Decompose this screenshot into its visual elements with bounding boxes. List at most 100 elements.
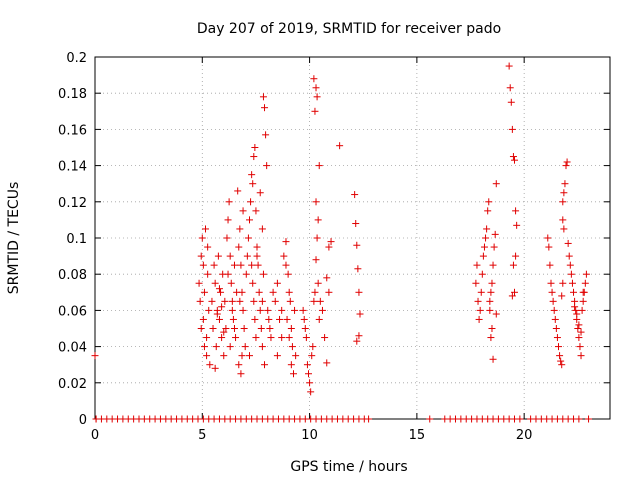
data-point xyxy=(253,243,261,251)
data-point xyxy=(223,234,231,242)
data-point xyxy=(220,328,228,336)
data-point xyxy=(214,252,222,260)
data-point xyxy=(305,370,313,378)
y-tick-label: 0.04 xyxy=(58,341,87,356)
data-point xyxy=(239,207,247,215)
y-tick-label: 0.18 xyxy=(58,87,87,102)
data-point xyxy=(474,297,482,305)
data-point xyxy=(483,225,491,233)
data-point xyxy=(213,310,221,318)
data-point xyxy=(234,187,242,195)
data-point xyxy=(256,306,264,314)
y-tick-label: 0.2 xyxy=(66,51,87,66)
data-point xyxy=(218,334,226,342)
data-point xyxy=(512,252,520,260)
data-point xyxy=(356,310,364,318)
data-point xyxy=(285,334,293,342)
plot-frame xyxy=(94,56,611,420)
data-point xyxy=(566,261,574,269)
data-point xyxy=(287,361,295,369)
data-point xyxy=(259,93,267,101)
data-point xyxy=(506,84,514,92)
data-point xyxy=(551,315,559,323)
data-point xyxy=(238,352,246,360)
data-point xyxy=(548,288,556,296)
data-point xyxy=(307,388,315,396)
data-point xyxy=(242,270,250,278)
data-point xyxy=(208,297,216,305)
data-point xyxy=(203,334,211,342)
data-point xyxy=(221,297,229,305)
data-point xyxy=(225,198,233,206)
data-point xyxy=(354,265,362,273)
data-point xyxy=(316,297,324,305)
data-point xyxy=(567,270,575,278)
data-point xyxy=(195,279,203,287)
data-point xyxy=(256,189,264,197)
data-point xyxy=(308,352,316,360)
data-point xyxy=(235,361,243,369)
data-point xyxy=(511,156,519,164)
x-tick-label: 0 xyxy=(91,428,99,443)
data-point xyxy=(355,288,363,296)
data-point xyxy=(246,216,253,224)
data-point xyxy=(559,279,567,287)
data-point xyxy=(508,292,516,300)
data-point xyxy=(204,243,212,251)
data-point xyxy=(353,241,361,249)
data-point xyxy=(556,352,564,360)
data-point xyxy=(313,234,321,242)
data-point xyxy=(476,306,484,314)
x-tick-label: 5 xyxy=(198,428,206,443)
data-point xyxy=(570,288,578,296)
data-point xyxy=(91,352,99,360)
data-point xyxy=(489,355,497,363)
data-point xyxy=(259,270,267,278)
data-point xyxy=(228,297,236,305)
data-point xyxy=(200,343,208,351)
data-point xyxy=(365,415,373,423)
data-point xyxy=(565,252,573,260)
data-point xyxy=(286,297,294,305)
data-point xyxy=(351,191,359,199)
data-point xyxy=(206,361,214,369)
y-tick-label: 0.12 xyxy=(58,196,87,211)
data-point xyxy=(226,252,234,260)
data-point xyxy=(262,131,270,139)
data-point xyxy=(507,98,515,106)
data-point xyxy=(558,292,566,300)
data-point xyxy=(582,270,590,278)
data-point xyxy=(258,225,266,233)
data-point xyxy=(252,334,260,342)
data-point xyxy=(198,234,206,242)
data-point xyxy=(235,243,243,251)
data-point xyxy=(232,334,240,342)
data-point xyxy=(230,325,238,332)
data-point xyxy=(577,352,585,360)
data-point xyxy=(325,243,333,251)
data-point xyxy=(265,315,273,323)
data-point xyxy=(230,261,238,269)
data-point xyxy=(575,415,583,423)
data-point xyxy=(249,279,257,287)
data-point xyxy=(321,334,329,342)
data-point xyxy=(261,361,269,369)
data-point xyxy=(509,153,517,161)
data-point xyxy=(488,325,496,332)
data-point xyxy=(282,238,290,246)
data-point xyxy=(289,370,297,378)
data-point xyxy=(224,270,232,278)
data-point xyxy=(547,279,555,287)
data-point xyxy=(200,288,208,296)
data-point xyxy=(509,261,517,269)
data-point xyxy=(288,343,296,351)
data-point xyxy=(310,75,318,83)
data-point xyxy=(280,252,288,260)
data-point xyxy=(271,297,279,305)
data-point xyxy=(237,261,245,269)
grid-lines xyxy=(95,57,610,419)
data-point xyxy=(211,279,219,287)
data-point xyxy=(258,343,266,351)
data-point xyxy=(267,334,275,342)
y-tick-label: 0.06 xyxy=(58,304,87,319)
